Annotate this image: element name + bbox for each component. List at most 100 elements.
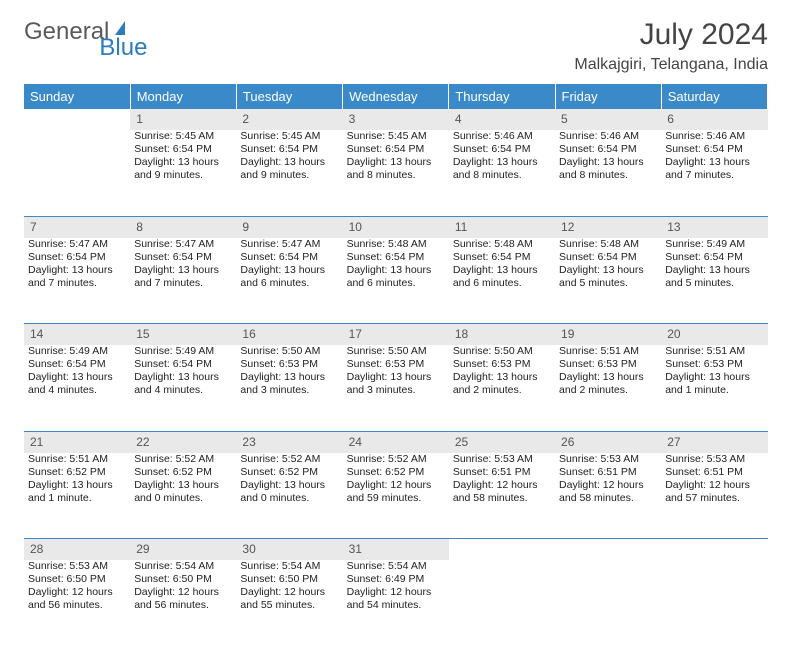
daylight-text: Daylight: 12 hours [665, 479, 763, 492]
day-number-cell: 21 [24, 431, 130, 453]
day-body-cell: Sunrise: 5:45 AMSunset: 6:54 PMDaylight:… [236, 130, 342, 216]
day-body-cell: Sunrise: 5:53 AMSunset: 6:51 PMDaylight:… [661, 453, 767, 539]
day-body-row: Sunrise: 5:45 AMSunset: 6:54 PMDaylight:… [24, 130, 768, 216]
day-body-cell: Sunrise: 5:46 AMSunset: 6:54 PMDaylight:… [661, 130, 767, 216]
day-number-cell: 22 [130, 431, 236, 453]
daylight-text: and 9 minutes. [240, 169, 338, 182]
sunset-text: Sunset: 6:54 PM [134, 251, 232, 264]
daylight-text: and 56 minutes. [28, 599, 126, 612]
daylight-text: and 4 minutes. [134, 384, 232, 397]
sunrise-text: Sunrise: 5:50 AM [347, 345, 445, 358]
daylight-text: Daylight: 13 hours [240, 264, 338, 277]
day-body-cell [24, 130, 130, 216]
day-number-cell: 19 [555, 324, 661, 346]
day-number-cell [555, 539, 661, 561]
sunset-text: Sunset: 6:54 PM [134, 358, 232, 371]
sunrise-text: Sunrise: 5:53 AM [559, 453, 657, 466]
sunrise-text: Sunrise: 5:46 AM [559, 130, 657, 143]
sunrise-text: Sunrise: 5:51 AM [665, 345, 763, 358]
day-number-cell: 8 [130, 216, 236, 238]
day-body-cell: Sunrise: 5:48 AMSunset: 6:54 PMDaylight:… [555, 238, 661, 324]
daylight-text: and 3 minutes. [347, 384, 445, 397]
daylight-text: Daylight: 12 hours [134, 586, 232, 599]
daylight-text: Daylight: 12 hours [240, 586, 338, 599]
day-body-cell: Sunrise: 5:46 AMSunset: 6:54 PMDaylight:… [555, 130, 661, 216]
daylight-text: Daylight: 13 hours [347, 371, 445, 384]
daylight-text: Daylight: 13 hours [240, 479, 338, 492]
sunrise-text: Sunrise: 5:48 AM [453, 238, 551, 251]
page-header: General Blue July 2024 Malkajgiri, Telan… [24, 18, 768, 74]
day-number-row: 78910111213 [24, 216, 768, 238]
daylight-text: Daylight: 13 hours [665, 156, 763, 169]
sunset-text: Sunset: 6:54 PM [347, 143, 445, 156]
day-body-cell: Sunrise: 5:51 AMSunset: 6:52 PMDaylight:… [24, 453, 130, 539]
sunset-text: Sunset: 6:51 PM [665, 466, 763, 479]
day-body-cell: Sunrise: 5:52 AMSunset: 6:52 PMDaylight:… [130, 453, 236, 539]
daylight-text: Daylight: 13 hours [665, 371, 763, 384]
daylight-text: and 5 minutes. [665, 277, 763, 290]
logo-word-2: Blue [99, 34, 147, 62]
month-title: July 2024 [574, 18, 768, 52]
daylight-text: and 59 minutes. [347, 492, 445, 505]
daylight-text: and 6 minutes. [240, 277, 338, 290]
daylight-text: Daylight: 13 hours [240, 371, 338, 384]
weekday-header: Saturday [661, 84, 767, 109]
day-body-row: Sunrise: 5:51 AMSunset: 6:52 PMDaylight:… [24, 453, 768, 539]
day-body-cell: Sunrise: 5:51 AMSunset: 6:53 PMDaylight:… [661, 345, 767, 431]
sunset-text: Sunset: 6:52 PM [347, 466, 445, 479]
sunrise-text: Sunrise: 5:52 AM [240, 453, 338, 466]
day-number-cell: 7 [24, 216, 130, 238]
day-body-cell [449, 560, 555, 646]
daylight-text: Daylight: 13 hours [453, 264, 551, 277]
daylight-text: and 6 minutes. [453, 277, 551, 290]
daylight-text: and 8 minutes. [559, 169, 657, 182]
daylight-text: Daylight: 12 hours [559, 479, 657, 492]
sunrise-text: Sunrise: 5:45 AM [134, 130, 232, 143]
day-number-cell: 17 [343, 324, 449, 346]
sunrise-text: Sunrise: 5:47 AM [28, 238, 126, 251]
daylight-text: and 0 minutes. [134, 492, 232, 505]
daylight-text: and 54 minutes. [347, 599, 445, 612]
daylight-text: and 2 minutes. [453, 384, 551, 397]
daylight-text: Daylight: 13 hours [559, 371, 657, 384]
daylight-text: and 55 minutes. [240, 599, 338, 612]
daylight-text: and 4 minutes. [28, 384, 126, 397]
day-number-cell: 26 [555, 431, 661, 453]
sunset-text: Sunset: 6:54 PM [134, 143, 232, 156]
sunrise-text: Sunrise: 5:48 AM [347, 238, 445, 251]
sunrise-text: Sunrise: 5:49 AM [28, 345, 126, 358]
daylight-text: and 58 minutes. [559, 492, 657, 505]
day-number-cell: 11 [449, 216, 555, 238]
daylight-text: and 2 minutes. [559, 384, 657, 397]
day-body-cell: Sunrise: 5:47 AMSunset: 6:54 PMDaylight:… [24, 238, 130, 324]
daylight-text: and 7 minutes. [665, 169, 763, 182]
day-number-cell: 1 [130, 109, 236, 130]
daylight-text: Daylight: 13 hours [347, 264, 445, 277]
sunset-text: Sunset: 6:54 PM [559, 143, 657, 156]
day-number-cell: 18 [449, 324, 555, 346]
daylight-text: and 9 minutes. [134, 169, 232, 182]
sunset-text: Sunset: 6:54 PM [347, 251, 445, 264]
sunset-text: Sunset: 6:54 PM [240, 143, 338, 156]
sunrise-text: Sunrise: 5:49 AM [665, 238, 763, 251]
sunset-text: Sunset: 6:54 PM [28, 358, 126, 371]
daylight-text: Daylight: 13 hours [559, 156, 657, 169]
day-number-cell: 27 [661, 431, 767, 453]
sunset-text: Sunset: 6:54 PM [559, 251, 657, 264]
daylight-text: Daylight: 12 hours [28, 586, 126, 599]
sunrise-text: Sunrise: 5:52 AM [134, 453, 232, 466]
day-number-cell: 25 [449, 431, 555, 453]
day-body-cell: Sunrise: 5:49 AMSunset: 6:54 PMDaylight:… [661, 238, 767, 324]
day-number-row: 28293031 [24, 539, 768, 561]
day-number-cell: 4 [449, 109, 555, 130]
daylight-text: Daylight: 12 hours [453, 479, 551, 492]
day-body-cell: Sunrise: 5:47 AMSunset: 6:54 PMDaylight:… [236, 238, 342, 324]
sunset-text: Sunset: 6:53 PM [240, 358, 338, 371]
day-body-cell: Sunrise: 5:50 AMSunset: 6:53 PMDaylight:… [343, 345, 449, 431]
day-number-cell: 20 [661, 324, 767, 346]
sunset-text: Sunset: 6:54 PM [240, 251, 338, 264]
day-body-cell: Sunrise: 5:53 AMSunset: 6:51 PMDaylight:… [555, 453, 661, 539]
daylight-text: and 5 minutes. [559, 277, 657, 290]
sunset-text: Sunset: 6:50 PM [134, 573, 232, 586]
daylight-text: Daylight: 13 hours [28, 371, 126, 384]
